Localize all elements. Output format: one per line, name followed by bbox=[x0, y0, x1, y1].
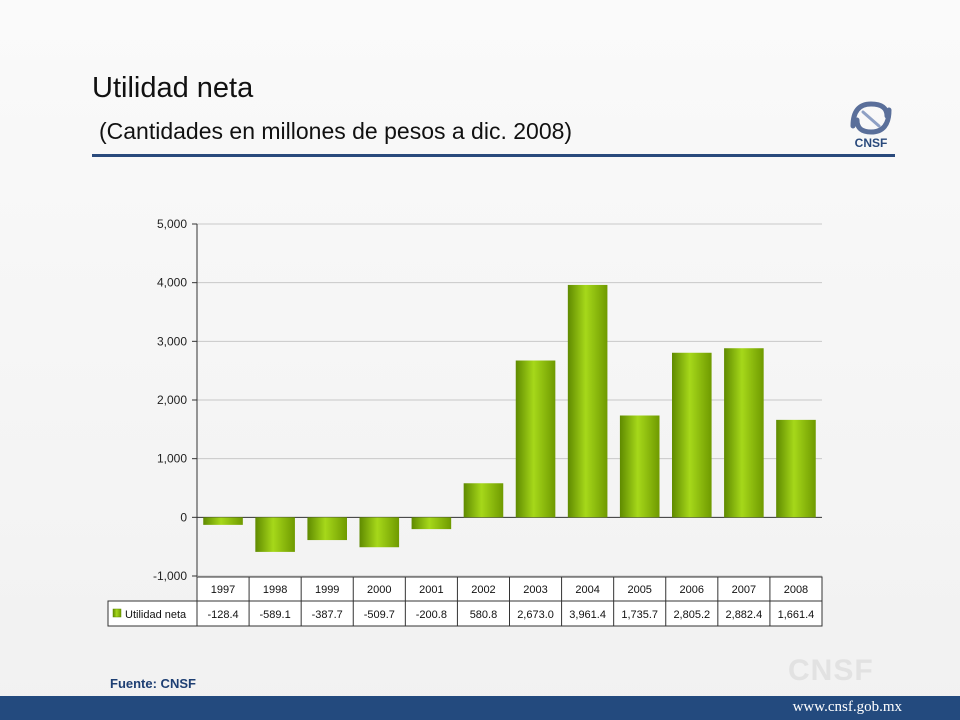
data-label: 2,805.2 bbox=[673, 609, 710, 621]
y-axis: -1,000 0 1,000 2,000 3,000 4,000 5,000 bbox=[153, 217, 198, 583]
title-divider bbox=[92, 154, 895, 157]
data-label: 2,882.4 bbox=[726, 609, 763, 621]
data-label: 2,673.0 bbox=[517, 609, 554, 621]
page-title: Utilidad neta bbox=[92, 72, 254, 104]
y-tick-label: 3,000 bbox=[157, 334, 187, 348]
category-label: 2005 bbox=[627, 584, 651, 596]
data-label: 580.8 bbox=[470, 609, 498, 621]
category-label: 1998 bbox=[263, 584, 287, 596]
category-label: 1997 bbox=[211, 584, 235, 596]
data-label: 1,735.7 bbox=[621, 609, 658, 621]
data-label: -387.7 bbox=[312, 609, 343, 621]
bar-1998 bbox=[255, 517, 295, 552]
bar-2007 bbox=[724, 348, 764, 518]
category-label: 2002 bbox=[471, 584, 495, 596]
data-table: 1997 1998 1999 2000 2001 2002 2003 2004 2005 2006… bbox=[107, 576, 823, 627]
logo-text: CNSF bbox=[855, 136, 888, 150]
category-label: 2006 bbox=[680, 584, 704, 596]
category-label: 1999 bbox=[315, 584, 339, 596]
category-label: 2000 bbox=[367, 584, 391, 596]
bar-2000 bbox=[359, 517, 400, 548]
y-tick-label: 1,000 bbox=[157, 452, 187, 466]
bar-2002 bbox=[463, 483, 504, 518]
bar-2008 bbox=[776, 419, 816, 518]
data-label: 1,661.4 bbox=[778, 609, 815, 621]
data-label: -128.4 bbox=[207, 609, 238, 621]
bars bbox=[203, 284, 816, 552]
category-label: 2001 bbox=[419, 584, 443, 596]
value-row bbox=[107, 600, 823, 627]
footer-url: www.cnsf.gob.mx bbox=[792, 699, 902, 715]
bar-2006 bbox=[672, 352, 712, 518]
cnsf-logo-icon: CNSF bbox=[850, 101, 892, 150]
data-label: -200.8 bbox=[416, 609, 447, 621]
y-tick-label: -1,000 bbox=[153, 569, 187, 583]
y-tick-label: 2,000 bbox=[157, 393, 187, 407]
page-subtitle: (Cantidades en millones de pesos a dic. … bbox=[99, 118, 573, 144]
category-label: 2008 bbox=[784, 584, 808, 596]
category-label: 2003 bbox=[523, 584, 547, 596]
data-label: -509.7 bbox=[364, 609, 395, 621]
y-tick-label: 0 bbox=[180, 510, 187, 524]
cnsf-watermark: CNSF bbox=[788, 654, 874, 687]
bar-2005 bbox=[619, 415, 660, 518]
footer-bar: www.cnsf.gob.mx bbox=[0, 696, 960, 720]
y-tick-label: 4,000 bbox=[157, 276, 187, 290]
legend-swatch bbox=[112, 608, 122, 618]
bar-1997 bbox=[203, 517, 243, 525]
data-label: 3,961.4 bbox=[569, 609, 606, 621]
bar-1999 bbox=[307, 517, 347, 541]
bar-2004 bbox=[567, 284, 608, 518]
data-label: -589.1 bbox=[260, 609, 291, 621]
bar-2001 bbox=[411, 517, 452, 530]
category-label: 2004 bbox=[575, 584, 599, 596]
gridlines bbox=[197, 223, 822, 577]
legend-label: Utilidad neta bbox=[125, 609, 187, 621]
bar-2003 bbox=[515, 360, 556, 518]
y-tick-label: 5,000 bbox=[157, 217, 187, 231]
category-label: 2007 bbox=[732, 584, 756, 596]
source-note: Fuente: CNSF bbox=[110, 676, 196, 691]
